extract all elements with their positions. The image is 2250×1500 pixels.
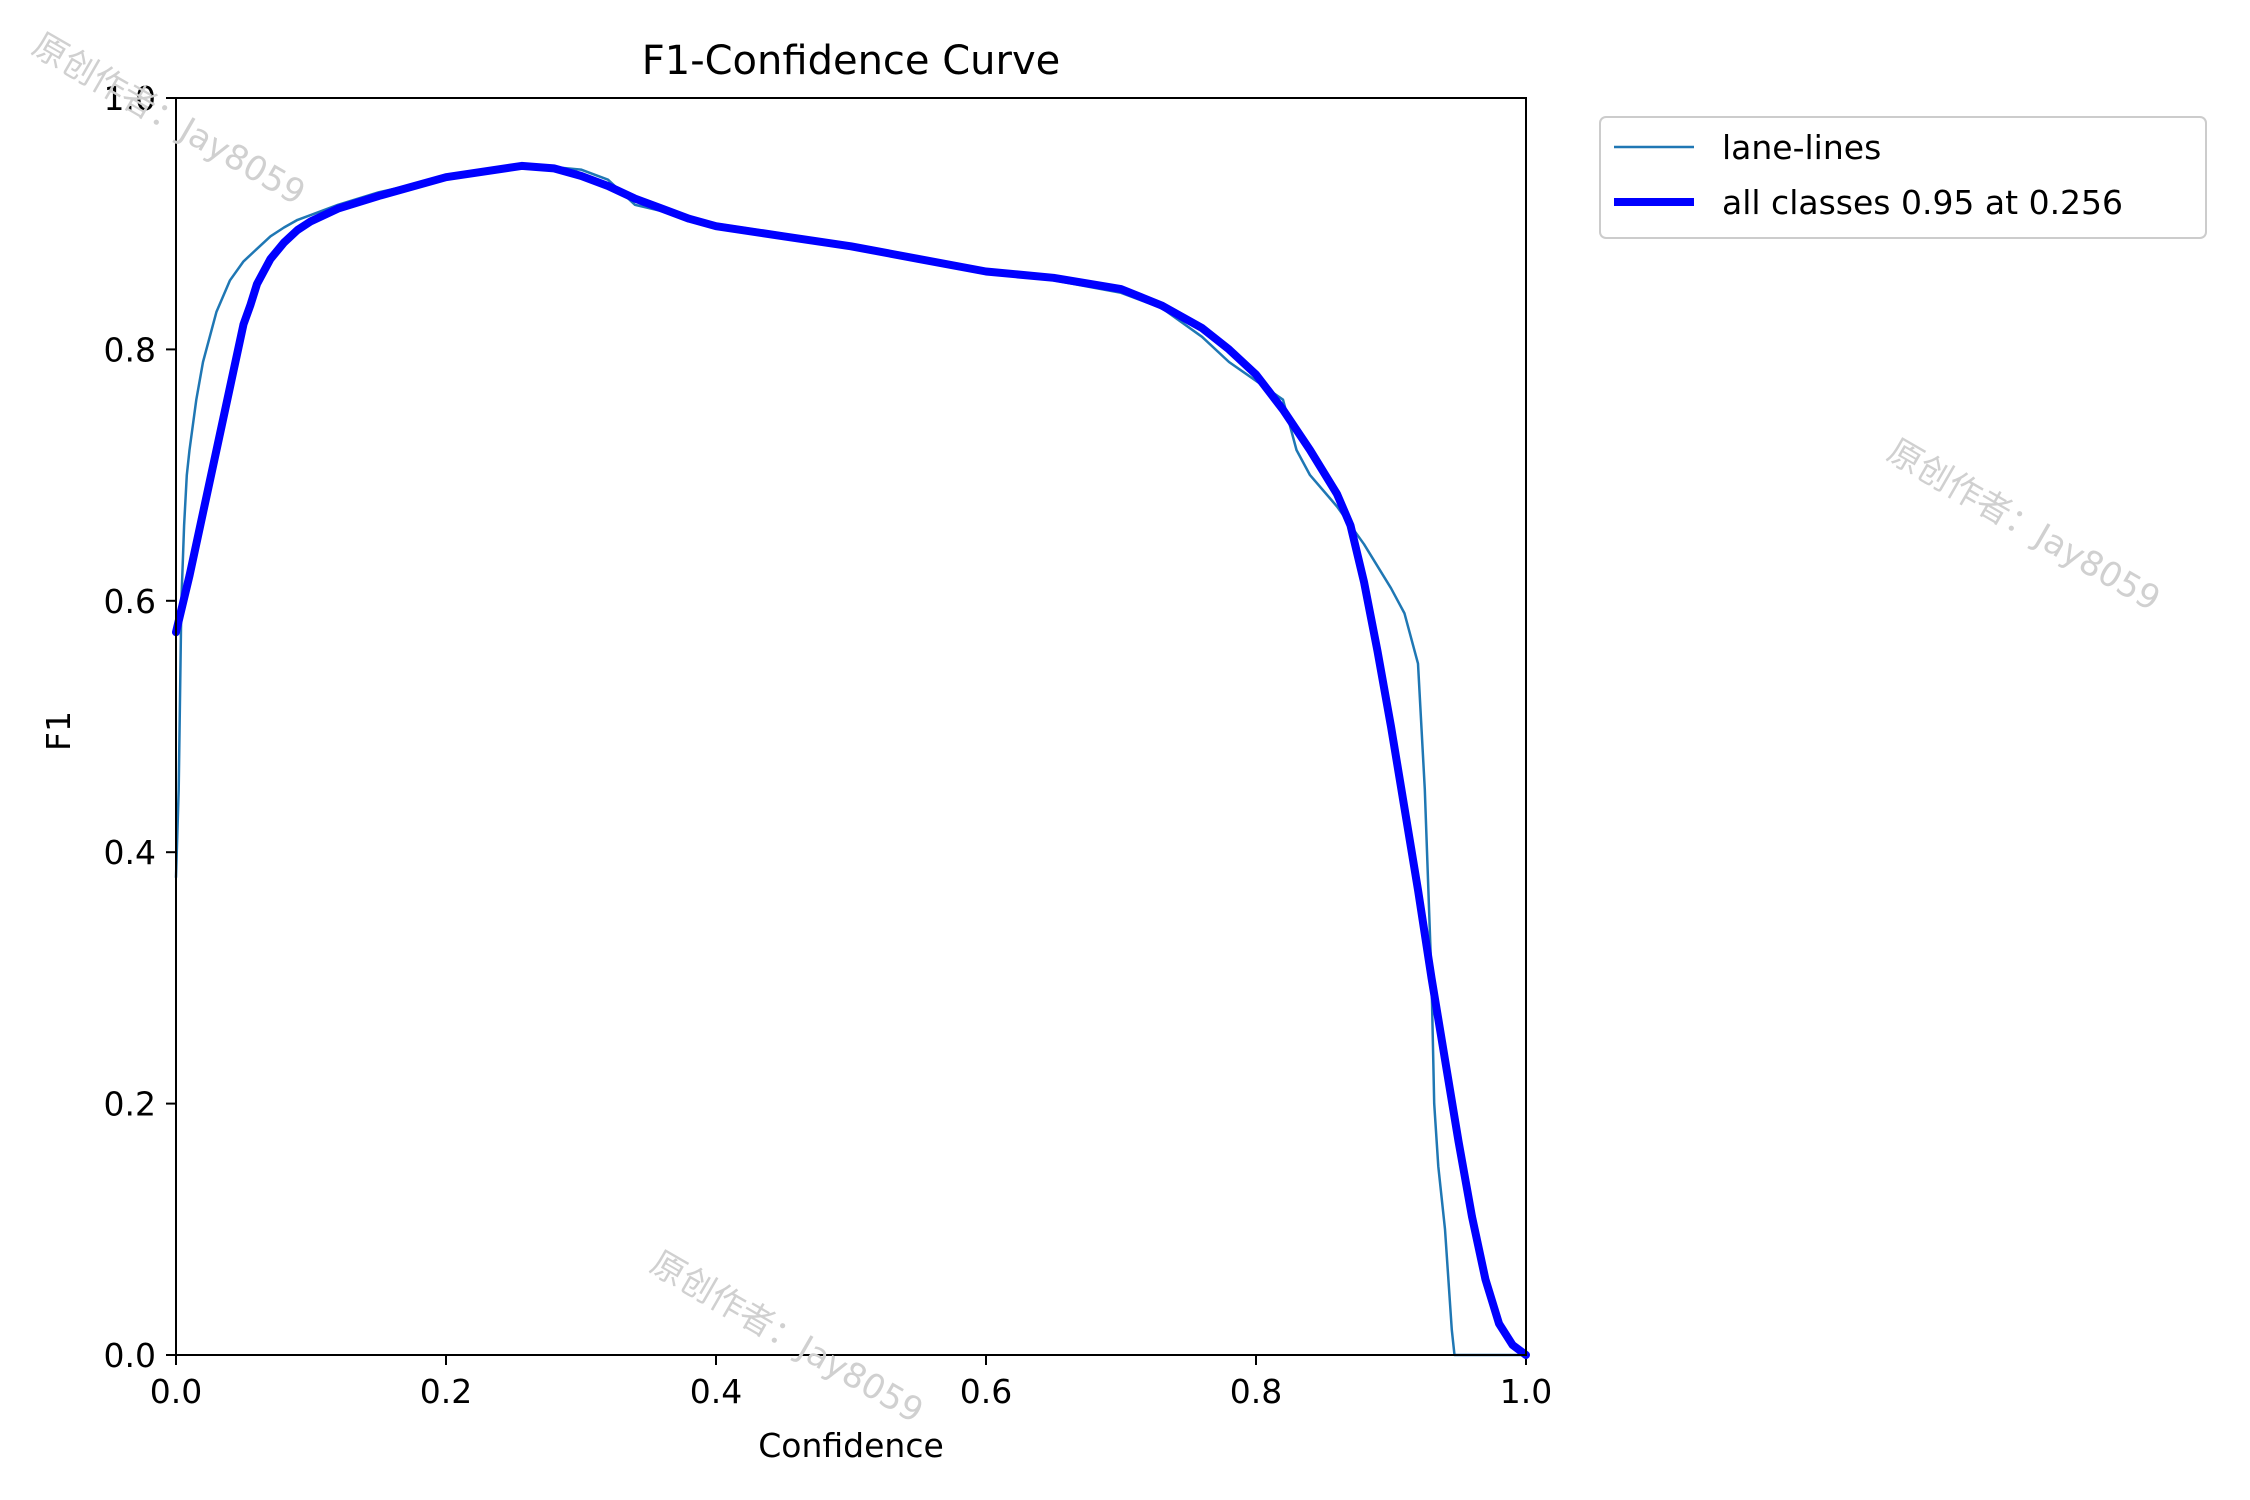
plot-area-frame: [175, 97, 1527, 1356]
y-tick-label: 0.0: [104, 1336, 156, 1375]
chart-title: F1-Confidence Curve: [642, 38, 1061, 84]
y-tick-label: 0.6: [104, 582, 156, 621]
x-axis-title: Confidence: [758, 1426, 944, 1465]
series-line-all-classes: [172, 161, 1530, 1359]
y-tick-label: 0.2: [104, 1085, 156, 1124]
x-tick-label: 0.4: [690, 1372, 742, 1411]
x-tick-label: 0.8: [1230, 1372, 1282, 1411]
axis-ticks: 0.0 0.2 0.4 0.6 0.8 1.0 0.0 0.2 0.4 0.6 0.8 1.0: [104, 79, 1553, 1411]
x-tick-label: 0.2: [420, 1372, 472, 1411]
x-tick-label: 1.0: [1500, 1372, 1552, 1411]
legend-box: [1599, 116, 2207, 239]
x-tick-label: 0.0: [150, 1372, 202, 1411]
legend-label-lane-lines: lane-lines: [1722, 128, 1881, 167]
legend-label-all-classes: all classes 0.95 at 0.256: [1722, 183, 2123, 222]
y-tick-label: 1.0: [104, 79, 156, 118]
x-tick-label: 0.6: [960, 1372, 1012, 1411]
series-lines: [172, 161, 1530, 1359]
y-tick-label: 0.8: [104, 330, 156, 369]
legend: lane-lines all classes 0.95 at 0.256: [1599, 116, 2207, 239]
y-tick-label: 0.4: [104, 833, 156, 872]
y-axis-title: F1: [39, 711, 78, 751]
